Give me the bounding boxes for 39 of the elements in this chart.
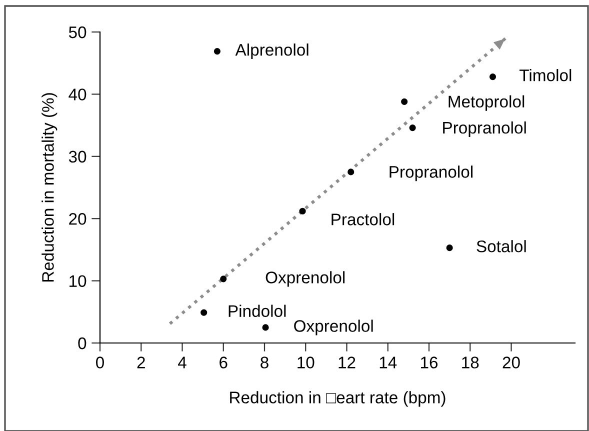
x-tick-label: 6: [220, 356, 228, 368]
x-tick-label: 8: [260, 356, 268, 368]
x-tick-label: 14: [380, 356, 397, 368]
annotation: Propranolol: [390, 166, 472, 182]
y-tick-label: 50: [68, 26, 86, 38]
y-tick-label: 10: [70, 275, 86, 288]
point: [220, 276, 227, 282]
x-tick-label: 12: [338, 356, 356, 368]
annotation: Oxprenolol: [266, 271, 345, 287]
x-tick-label: 20: [502, 356, 520, 368]
point: [489, 73, 496, 80]
x-tick-label: 16: [421, 356, 438, 368]
annotation: Sotalol: [476, 240, 526, 252]
annotation: Timolol: [520, 69, 572, 82]
annotation: Pindolol: [228, 304, 286, 317]
point: [262, 324, 269, 331]
annotation: Practolol: [332, 213, 394, 226]
y-axis-title: Reduction in mortality (%): [42, 93, 58, 282]
y-tick-label: 0: [78, 337, 86, 350]
x-tick-label: 10: [298, 356, 314, 368]
x-tick-label: 2: [137, 356, 145, 368]
point: [401, 98, 408, 105]
x-tick-label: 18: [462, 356, 479, 368]
annotation: Alprenolol: [235, 44, 308, 60]
y-tick-label: 30: [68, 150, 86, 163]
point: [409, 124, 416, 132]
point: [200, 309, 208, 316]
annotation: Metoprolol: [448, 95, 524, 111]
point: [446, 244, 453, 252]
annotation: Oxprenolol: [294, 320, 373, 336]
y-tick-label: 40: [68, 88, 86, 100]
x-tick-label: 4: [178, 356, 186, 368]
y-tick-label: 20: [69, 213, 86, 225]
point: [348, 168, 354, 176]
x-tick-label: 0: [96, 356, 104, 368]
x-axis-title: Reduction in □eart rate (bpm): [230, 391, 446, 407]
annotation: Propranolol: [443, 121, 526, 137]
point: [214, 48, 220, 55]
point: [299, 208, 306, 214]
